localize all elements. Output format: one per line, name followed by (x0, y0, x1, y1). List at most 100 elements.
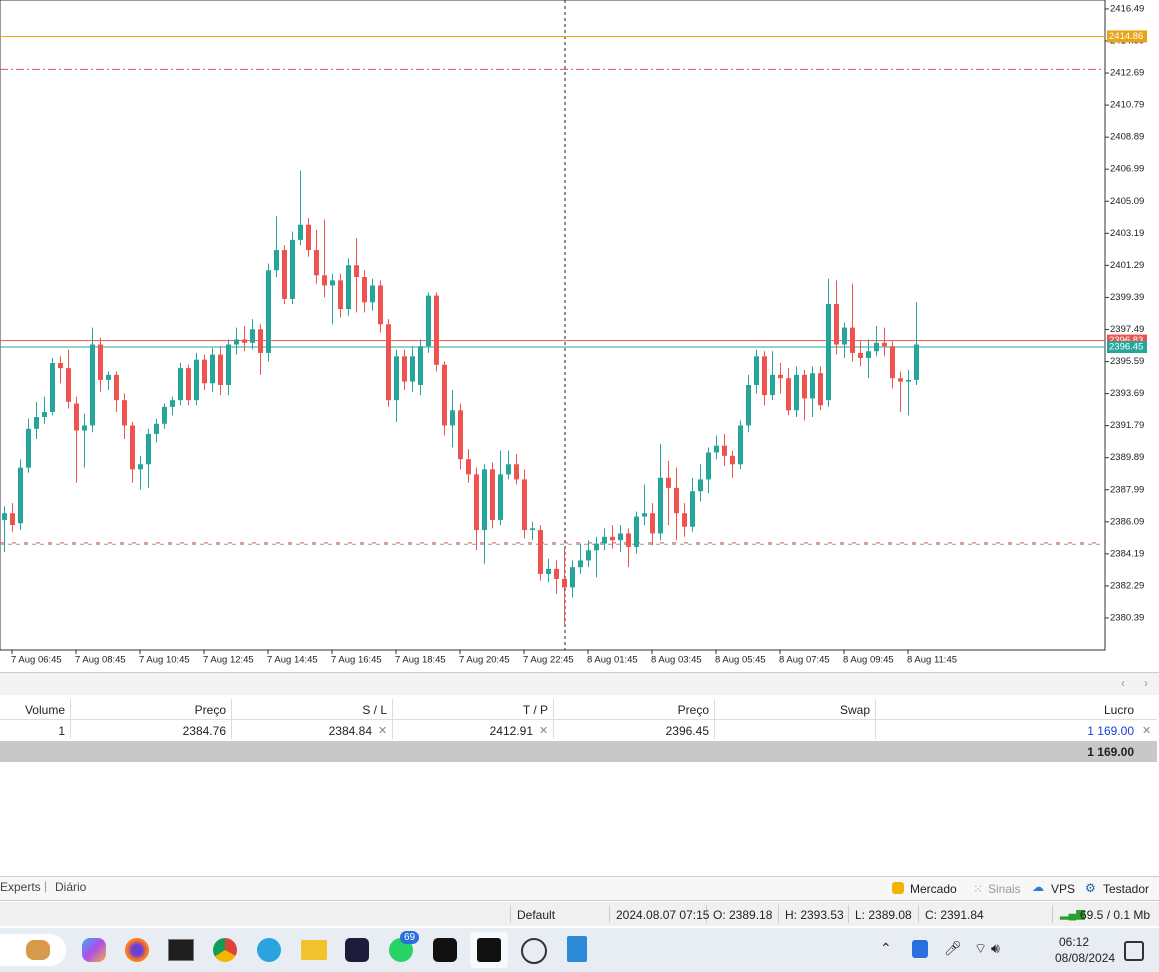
y-tick-label: 2412.69 (1110, 68, 1144, 79)
candle-body (786, 378, 791, 411)
candle-body (458, 410, 463, 460)
candle-body (914, 344, 919, 380)
app-icon[interactable] (26, 940, 50, 960)
x-tick-label: 7 Aug 10:45 (139, 655, 190, 666)
candle-body (98, 344, 103, 380)
candle-body (826, 303, 831, 401)
candle-body (418, 346, 423, 385)
column-header[interactable]: Swap (839, 703, 870, 717)
candle-body (202, 359, 207, 384)
candle-body (18, 467, 23, 524)
column-header[interactable]: Lucro (1103, 703, 1134, 717)
candle-body (706, 452, 711, 480)
candle-body (818, 373, 823, 406)
tab[interactable]: Diário (55, 880, 87, 894)
column-header[interactable]: S / L (362, 703, 387, 717)
candle-body (610, 536, 615, 541)
y-tick-label: 2399.39 (1110, 292, 1144, 303)
candle-body (82, 425, 87, 431)
candle-body (50, 363, 55, 412)
candle-body (802, 374, 807, 399)
candle-body (842, 327, 847, 345)
y-tick-label: 2384.19 (1110, 548, 1144, 559)
candle-body (538, 530, 543, 574)
tab-right[interactable]: VPS (1051, 882, 1076, 896)
notifications[interactable] (1124, 941, 1144, 961)
candle-body (370, 285, 375, 303)
y-tick-label: 2395.59 (1110, 356, 1144, 367)
y-tick-label: 2401.29 (1110, 260, 1144, 271)
toolbox-scrollbar: ‹ › (0, 672, 1159, 695)
x-tick-label: 8 Aug 03:45 (651, 655, 702, 666)
candle-body (810, 373, 815, 399)
candle-body (26, 428, 31, 468)
x-tick-label: 7 Aug 12:45 (203, 655, 254, 666)
candle-body (234, 339, 239, 345)
candle-body (578, 560, 583, 568)
x-tick-label: 8 Aug 01:45 (587, 655, 638, 666)
candle-body (906, 379, 911, 382)
app-icon[interactable] (477, 938, 501, 962)
x-tick-label: 7 Aug 16:45 (331, 655, 382, 666)
app-icon[interactable] (345, 938, 369, 962)
app-icon[interactable] (301, 940, 327, 960)
app-icon[interactable] (257, 938, 281, 962)
candle-body (106, 374, 111, 380)
y-tick-label: 2397.49 (1110, 324, 1144, 335)
close-position[interactable]: ✕ (1142, 725, 1152, 737)
candle-body (506, 464, 511, 475)
tab-right[interactable]: Sinais (988, 882, 1021, 896)
candle-body (346, 265, 351, 310)
candle-body (634, 516, 639, 547)
x-tick-label: 7 Aug 08:45 (75, 655, 126, 666)
candle-body (874, 342, 879, 352)
candle-body (290, 239, 295, 299)
app-icon[interactable] (567, 936, 587, 962)
candle-body (66, 368, 71, 402)
candle-body (666, 477, 671, 488)
candle-body (738, 425, 743, 465)
app-icon[interactable] (168, 939, 194, 961)
clear-sl[interactable]: ✕ (378, 725, 388, 737)
candle-body (698, 479, 703, 492)
scroll-left[interactable]: ‹ (1121, 676, 1125, 690)
column-header[interactable]: Preço (677, 703, 709, 717)
clock-time: 06:12 (1059, 935, 1090, 949)
tab-right[interactable]: Testador (1103, 882, 1150, 896)
candle-body (10, 513, 15, 525)
candle-body (354, 265, 359, 278)
column-header[interactable]: Preço (194, 703, 226, 717)
x-tick-label: 7 Aug 22:45 (523, 655, 574, 666)
candle-body (570, 567, 575, 588)
column-header[interactable]: T / P (522, 703, 548, 717)
x-tick-label: 8 Aug 07:45 (779, 655, 830, 666)
candle-body (618, 533, 623, 541)
price-tag (1107, 341, 1147, 354)
app-icon[interactable] (521, 938, 547, 964)
app-icon[interactable] (433, 938, 457, 962)
candle-body (122, 400, 127, 426)
column-header[interactable]: Volume (24, 703, 65, 717)
x-tick-label: 8 Aug 11:45 (907, 655, 957, 666)
total-profit: 1 169.00 (1087, 745, 1134, 759)
cell-price: 2396.45 (665, 724, 709, 738)
clear-tp[interactable]: ✕ (539, 725, 549, 737)
candle-body (650, 513, 655, 534)
tab[interactable]: Experts (0, 880, 41, 894)
app-icon[interactable] (82, 938, 106, 962)
app-icon[interactable] (213, 938, 237, 962)
status-time: 2024.08.07 07:15 (616, 908, 710, 922)
icon-market (892, 882, 904, 894)
candle-body (554, 568, 559, 579)
candle-body (642, 513, 647, 517)
app-icon[interactable] (125, 938, 149, 962)
cell-volume: 1 (58, 724, 65, 738)
tab-bar (0, 876, 1159, 901)
candle-body (154, 423, 159, 434)
y-tick-label: 2391.79 (1110, 420, 1144, 431)
scroll-right[interactable]: › (1144, 676, 1148, 690)
cell-open-price: 2384.76 (182, 724, 226, 738)
candle-body (298, 224, 303, 240)
taskbar: 69 ⌃ 🎤︎ ⌔ 🔊︎ 06:12 08/08/2024 (0, 928, 1159, 972)
tab-right[interactable]: Mercado (910, 882, 957, 896)
